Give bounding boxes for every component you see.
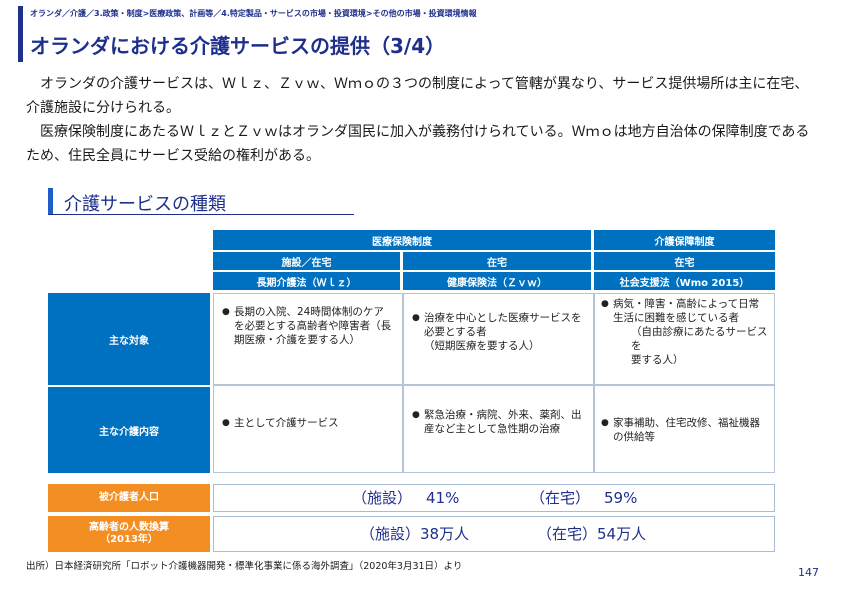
stats-row1-home: （在宅） 59%	[530, 489, 638, 507]
bullet-icon: ●	[601, 299, 609, 309]
stats-row2-home: （在宅）54万人	[537, 525, 647, 543]
intro-paragraph-2: 医療保険制度にあたるＷｌｚとＺｖｗはオランダ国民に加入が義務付けられている。Ｗｍ…	[26, 124, 810, 164]
stats-row2-facility: （施設）38万人	[360, 525, 470, 543]
row-label-target: 主な対象	[48, 293, 210, 385]
section-accent-bar	[48, 188, 53, 214]
breadcrumb: オランダ／介護／3.政策・制度>医療政策、計画等／4.特定製品・サービスの市場・…	[30, 9, 477, 18]
cell-content-zvw: ● 緊急治療・病院、外来、薬剤、出産など主として急性期の治療	[403, 385, 594, 473]
stats-value-care-population	[213, 484, 775, 512]
stats-row1-facility: （施設） 41%	[352, 489, 460, 507]
cell-content-wlz: ● 主として介護サービス	[213, 385, 403, 473]
page-number: 147	[798, 566, 819, 579]
stats-label-elderly-count: 高齢者の人数換算 （2013年）	[48, 516, 210, 552]
header-col3-law: 社会支援法（Wmo 2015）	[594, 272, 775, 290]
bullet-icon: ●	[412, 410, 420, 420]
bullet-icon: ●	[601, 418, 609, 428]
row-label-content: 主な介護内容	[48, 387, 210, 473]
header-col3-place: 在宅	[594, 252, 775, 270]
header-col2-place: 在宅	[403, 252, 591, 270]
bullet-icon: ●	[222, 307, 230, 317]
header-col1-law: 長期介護法（Ｗｌｚ）	[213, 272, 400, 290]
page-title: オランダにおける介護サービスの提供（3/4）	[30, 34, 446, 58]
header-group-care-security: 介護保障制度	[594, 230, 775, 250]
header-group-medical-insurance: 医療保険制度	[213, 230, 591, 250]
intro-paragraph-1: オランダの介護サービスは、Ｗｌｚ、Ｚｖｗ、Ｗｍｏの３つの制度によって管轄が異なり…	[26, 76, 809, 116]
bullet-icon: ●	[222, 418, 230, 428]
section-underline	[48, 214, 354, 215]
stats-label-care-population: 被介護者人口	[48, 484, 210, 512]
stats-value-elderly-count	[213, 516, 775, 552]
bullet-icon: ●	[412, 313, 420, 323]
section-title: 介護サービスの種類	[64, 194, 226, 215]
cell-target-wlz: ● 長期の入院、24時間体制のケアを必要とする高齢者や障害者（長期医療・介護を要す…	[213, 293, 403, 385]
cell-target-wmo: ● 病気・障害・高齢によって日常生活に困難を感じている者 （自由診療にあたるサービ…	[594, 293, 775, 385]
header-col2-law: 健康保険法（Ｚｖｗ）	[403, 272, 591, 290]
cell-content-wmo: ● 家事補助、住宅改修、福祉機器の供給等	[594, 385, 775, 473]
source-note: 出所）日本経済研究所「ロボット介護機器開発・標準化事業に係る海外調査」（2020…	[26, 561, 463, 572]
title-accent-bar	[18, 6, 23, 62]
header-col1-place: 施設／在宅	[213, 252, 400, 270]
intro-text: オランダの介護サービスは、Ｗｌｚ、Ｚｖｗ、Ｗｍｏの３つの制度によって管轄が異なり…	[26, 72, 816, 168]
cell-target-zvw: ● 治療を中心とした医療サービスを必要とする者 （短期医療を要する人）	[403, 293, 594, 385]
